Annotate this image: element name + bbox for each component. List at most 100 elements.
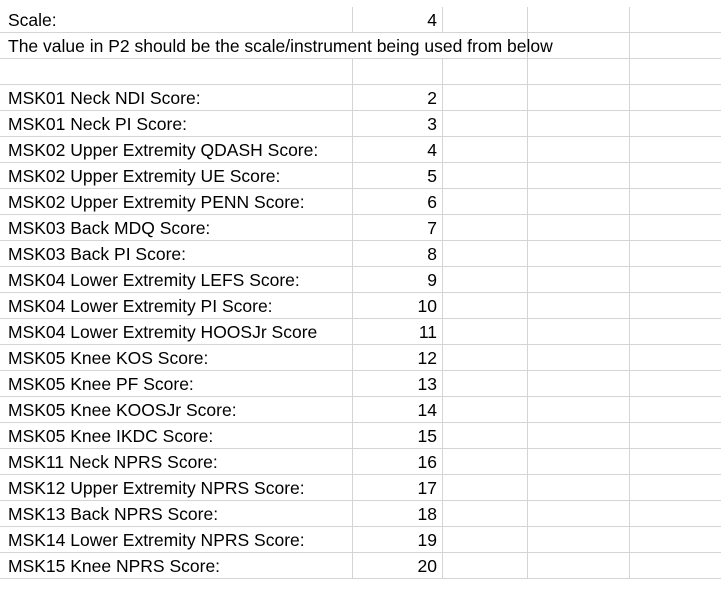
cell[interactable] <box>630 553 721 579</box>
cell-score-value[interactable]: 18 <box>353 501 443 527</box>
cell[interactable] <box>528 163 630 189</box>
cell[interactable] <box>630 293 721 319</box>
cell[interactable] <box>443 59 528 85</box>
cell[interactable] <box>630 33 721 59</box>
cell-score-label[interactable]: MSK01 Neck PI Score: <box>0 111 353 137</box>
cell[interactable] <box>528 371 630 397</box>
cell[interactable] <box>528 59 630 85</box>
cell-score-value[interactable]: 17 <box>353 475 443 501</box>
cell-score-value[interactable]: 4 <box>353 137 443 163</box>
cell-score-label[interactable]: MSK14 Lower Extremity NPRS Score: <box>0 527 353 553</box>
cell-score-label[interactable]: MSK02 Upper Extremity UE Score: <box>0 163 353 189</box>
cell[interactable] <box>630 501 721 527</box>
cell[interactable] <box>0 59 353 85</box>
cell-score-label[interactable]: MSK03 Back PI Score: <box>0 241 353 267</box>
cell-score-label[interactable]: MSK11 Neck NPRS Score: <box>0 449 353 475</box>
cell[interactable] <box>443 475 528 501</box>
cell-score-value[interactable]: 10 <box>353 293 443 319</box>
cell-score-label[interactable]: MSK01 Neck NDI Score: <box>0 85 353 111</box>
cell[interactable] <box>630 475 721 501</box>
cell[interactable] <box>528 267 630 293</box>
cell[interactable] <box>528 293 630 319</box>
cell[interactable] <box>443 241 528 267</box>
cell[interactable] <box>528 33 630 59</box>
cell[interactable] <box>630 137 721 163</box>
cell[interactable] <box>630 163 721 189</box>
cell-score-value[interactable]: 13 <box>353 371 443 397</box>
cell[interactable] <box>630 371 721 397</box>
cell[interactable] <box>443 501 528 527</box>
cell-score-label[interactable]: MSK12 Upper Extremity NPRS Score: <box>0 475 353 501</box>
cell[interactable] <box>443 423 528 449</box>
cell[interactable] <box>528 449 630 475</box>
cell[interactable] <box>528 111 630 137</box>
cell[interactable] <box>443 319 528 345</box>
cell[interactable] <box>630 345 721 371</box>
cell-score-label[interactable]: MSK02 Upper Extremity QDASH Score: <box>0 137 353 163</box>
cell[interactable] <box>630 267 721 293</box>
cell-score-value[interactable]: 16 <box>353 449 443 475</box>
cell[interactable] <box>443 137 528 163</box>
cell[interactable] <box>528 553 630 579</box>
cell-score-value[interactable]: 7 <box>353 215 443 241</box>
cell[interactable] <box>630 449 721 475</box>
cell[interactable] <box>528 85 630 111</box>
cell[interactable] <box>630 241 721 267</box>
cell-scale-value[interactable]: 4 <box>353 7 443 33</box>
cell-score-value[interactable]: 20 <box>353 553 443 579</box>
cell[interactable] <box>630 423 721 449</box>
cell-score-label[interactable]: MSK05 Knee IKDC Score: <box>0 423 353 449</box>
cell[interactable] <box>528 241 630 267</box>
cell-score-label[interactable]: MSK04 Lower Extremity LEFS Score: <box>0 267 353 293</box>
cell-score-label[interactable]: MSK15 Knee NPRS Score: <box>0 553 353 579</box>
cell[interactable] <box>630 189 721 215</box>
cell[interactable] <box>528 397 630 423</box>
cell[interactable] <box>528 189 630 215</box>
cell-score-label[interactable]: MSK04 Lower Extremity PI Score: <box>0 293 353 319</box>
cell-score-value[interactable]: 12 <box>353 345 443 371</box>
cell-note[interactable]: The value in P2 should be the scale/inst… <box>0 33 553 59</box>
cell-score-value[interactable]: 19 <box>353 527 443 553</box>
cell[interactable] <box>528 137 630 163</box>
cell[interactable] <box>528 475 630 501</box>
cell[interactable] <box>443 293 528 319</box>
cell-score-label[interactable]: MSK05 Knee KOS Score: <box>0 345 353 371</box>
cell-score-value[interactable]: 5 <box>353 163 443 189</box>
cell-score-label[interactable]: MSK05 Knee PF Score: <box>0 371 353 397</box>
cell[interactable] <box>630 7 721 33</box>
cell[interactable] <box>443 267 528 293</box>
cell-score-label[interactable]: MSK02 Upper Extremity PENN Score: <box>0 189 353 215</box>
cell-score-value[interactable]: 11 <box>353 319 443 345</box>
cell[interactable] <box>443 33 528 59</box>
cell[interactable] <box>443 189 528 215</box>
cell[interactable] <box>630 85 721 111</box>
cell-score-value[interactable]: 6 <box>353 189 443 215</box>
cell[interactable] <box>528 423 630 449</box>
cell[interactable] <box>443 215 528 241</box>
cell[interactable] <box>443 371 528 397</box>
cell[interactable] <box>528 501 630 527</box>
cell[interactable] <box>630 527 721 553</box>
cell-score-value[interactable]: 15 <box>353 423 443 449</box>
cell-score-value[interactable]: 14 <box>353 397 443 423</box>
cell-score-value[interactable]: 2 <box>353 85 443 111</box>
cell[interactable] <box>528 345 630 371</box>
cell[interactable] <box>630 397 721 423</box>
cell[interactable] <box>630 215 721 241</box>
cell[interactable] <box>443 85 528 111</box>
cell-score-value[interactable]: 9 <box>353 267 443 293</box>
cell-score-label[interactable]: MSK13 Back NPRS Score: <box>0 501 353 527</box>
cell[interactable] <box>630 59 721 85</box>
cell[interactable] <box>528 215 630 241</box>
cell-score-label[interactable]: MSK03 Back MDQ Score: <box>0 215 353 241</box>
cell-scale-label[interactable]: Scale: <box>0 7 353 33</box>
cell[interactable] <box>443 345 528 371</box>
cell-score-value[interactable]: 3 <box>353 111 443 137</box>
cell[interactable] <box>443 449 528 475</box>
cell[interactable] <box>528 319 630 345</box>
cell[interactable] <box>443 111 528 137</box>
cell[interactable] <box>443 553 528 579</box>
cell-score-label[interactable]: MSK05 Knee KOOSJr Score: <box>0 397 353 423</box>
cell[interactable] <box>630 319 721 345</box>
cell[interactable] <box>443 163 528 189</box>
